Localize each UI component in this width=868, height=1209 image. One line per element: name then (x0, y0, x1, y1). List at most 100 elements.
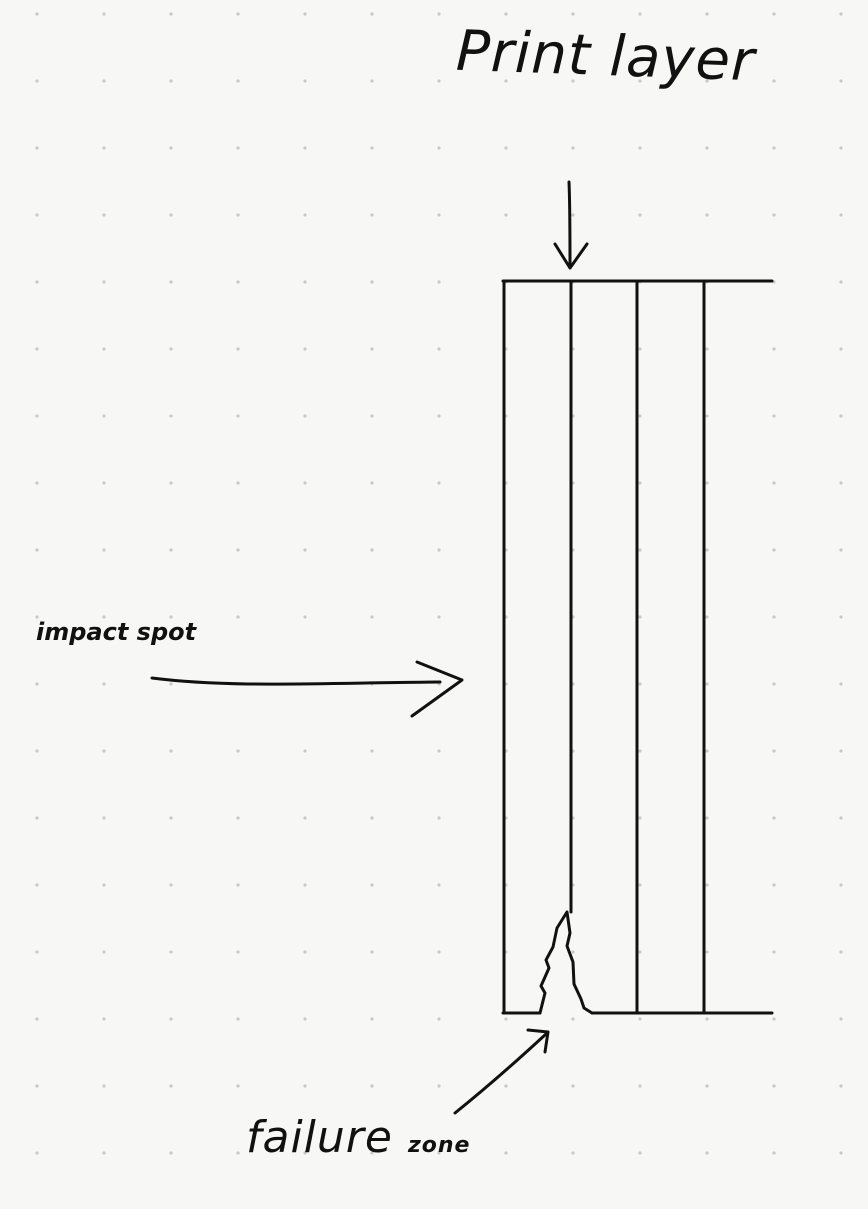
impact-arrow (150, 660, 464, 718)
grid-dot (169, 682, 173, 686)
grid-dot (236, 1084, 240, 1088)
grid-dot (102, 146, 106, 150)
grid-dot (169, 950, 173, 954)
grid-dot (772, 146, 776, 150)
grid-dot (571, 950, 575, 954)
grid-dot (638, 481, 642, 485)
print-layer-arrow (553, 180, 589, 270)
grid-dot (839, 615, 843, 619)
grid-dot (370, 481, 374, 485)
grid-dot (437, 816, 441, 820)
grid-dot (571, 79, 575, 83)
grid-dot (437, 548, 441, 552)
grid-dot (303, 1017, 307, 1021)
grid-dot (102, 12, 106, 16)
grid-dot (35, 213, 39, 217)
grid-dot (504, 12, 508, 16)
grid-dot (437, 1017, 441, 1021)
grid-dot (638, 816, 642, 820)
grid-dot (35, 414, 39, 418)
grid-dot (370, 615, 374, 619)
grid-dot (839, 213, 843, 217)
grid-dot (437, 615, 441, 619)
grid-dot (303, 347, 307, 351)
grid-dot (169, 146, 173, 150)
grid-dot (370, 79, 374, 83)
grid-dot (772, 883, 776, 887)
grid-dot (370, 749, 374, 753)
grid-dot (236, 816, 240, 820)
grid-dot (571, 1017, 575, 1021)
grid-dot (169, 1151, 173, 1155)
grid-dot (705, 1151, 709, 1155)
crack-shape (538, 910, 594, 1015)
grid-dot (102, 1017, 106, 1021)
grid-dot (839, 12, 843, 16)
grid-dot (772, 213, 776, 217)
grid-dot (772, 950, 776, 954)
grid-dot (437, 481, 441, 485)
grid-dot (705, 213, 709, 217)
grid-dot (839, 347, 843, 351)
grid-dot (236, 12, 240, 16)
grid-dot (839, 950, 843, 954)
grid-dot (370, 1084, 374, 1088)
grid-dot (638, 1151, 642, 1155)
grid-dot (169, 548, 173, 552)
grid-dot (236, 213, 240, 217)
grid-dot (571, 12, 575, 16)
grid-dot (370, 1017, 374, 1021)
grid-dot (839, 414, 843, 418)
failure-zone-label: failure zone (246, 1112, 470, 1163)
grid-dot (705, 615, 709, 619)
grid-dot (705, 79, 709, 83)
grid-dot (504, 1151, 508, 1155)
grid-dot (169, 213, 173, 217)
grid-dot (772, 414, 776, 418)
grid-dot (437, 749, 441, 753)
grid-dot (437, 414, 441, 418)
grid-dot (370, 347, 374, 351)
grid-dot (102, 883, 106, 887)
grid-dot (303, 213, 307, 217)
grid-dot (102, 347, 106, 351)
grid-dot (705, 548, 709, 552)
grid-dot (102, 79, 106, 83)
grid-dot (705, 146, 709, 150)
grid-dot (571, 146, 575, 150)
grid-dot (437, 883, 441, 887)
grid-dot (638, 950, 642, 954)
grid-dot (437, 1084, 441, 1088)
grid-dot (705, 682, 709, 686)
grid-dot (35, 1151, 39, 1155)
grid-dot (370, 1151, 374, 1155)
grid-dot (504, 146, 508, 150)
grid-dot (437, 280, 441, 284)
grid-dot (504, 1084, 508, 1088)
grid-dot (102, 280, 106, 284)
grid-dot (236, 1017, 240, 1021)
grid-dot (102, 213, 106, 217)
grid-dot (772, 481, 776, 485)
grid-dot (705, 816, 709, 820)
grid-dot (236, 146, 240, 150)
grid-dot (370, 280, 374, 284)
grid-dot (35, 347, 39, 351)
grid-dot (35, 79, 39, 83)
grid-dot (705, 749, 709, 753)
grid-dot (571, 1084, 575, 1088)
grid-dot (35, 950, 39, 954)
grid-dot (303, 816, 307, 820)
grid-dot (839, 682, 843, 686)
grid-dot (303, 280, 307, 284)
zone-word: zone (407, 1133, 471, 1158)
grid-dot (35, 1084, 39, 1088)
grid-dot (504, 1017, 508, 1021)
grid-dot (839, 1017, 843, 1021)
grid-dot (35, 883, 39, 887)
grid-dot (437, 146, 441, 150)
grid-dot (236, 481, 240, 485)
grid-dot (35, 615, 39, 619)
grid-dot (303, 749, 307, 753)
